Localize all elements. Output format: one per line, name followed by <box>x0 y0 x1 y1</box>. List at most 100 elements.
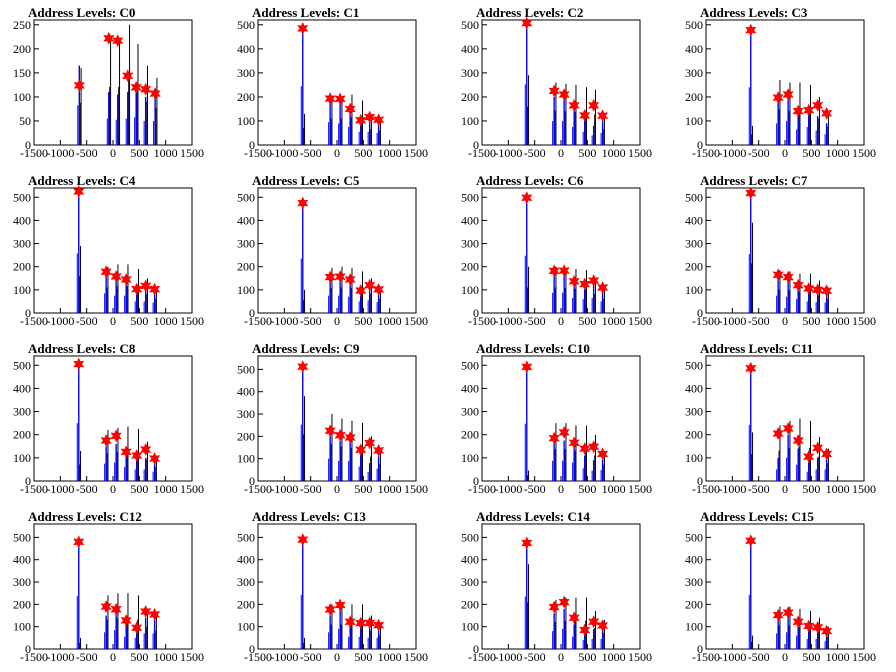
x-tick-label: 1500 <box>180 650 204 664</box>
x-tick-label: 500 <box>578 146 596 160</box>
peak-marker <box>363 110 376 124</box>
x-tick-label: 1500 <box>180 146 204 160</box>
y-tick-label: 0 <box>473 138 479 152</box>
y-tick-label: 200 <box>237 90 255 104</box>
peak-marker <box>568 611 580 625</box>
chart-title: Address Levels: C3 <box>700 5 808 20</box>
x-tick-label: -1000 <box>270 482 298 496</box>
x-tick-label: -1000 <box>46 482 74 496</box>
y-tick-label: 500 <box>237 362 255 376</box>
x-tick-label: 1500 <box>404 314 428 328</box>
plot-frame <box>257 19 417 146</box>
peak-marker <box>139 279 152 293</box>
peak-marker <box>112 34 124 48</box>
y-tick-label: 100 <box>685 283 703 297</box>
peak-marker <box>782 606 794 620</box>
x-tick-label: -1000 <box>494 650 522 664</box>
x-tick-label: -1500 <box>20 482 48 496</box>
peak-marker <box>148 282 161 296</box>
y-tick-label: 500 <box>461 530 479 544</box>
y-tick-label: 300 <box>461 237 479 251</box>
x-tick-label: 0 <box>558 650 564 664</box>
chart-svg: Address Levels: C11 0 100 200 300 400 500 -1500… <box>685 341 876 496</box>
y-tick-label: 100 <box>13 283 31 297</box>
x-tick-label: 500 <box>802 650 820 664</box>
y-tick-label: 500 <box>461 18 479 32</box>
y-tick-label: 200 <box>461 260 479 274</box>
y-tick-label: 200 <box>685 90 703 104</box>
x-tick-label: 0 <box>558 482 564 496</box>
x-tick-label: -500 <box>524 650 546 664</box>
y-tick-label: 300 <box>237 237 255 251</box>
peak-marker <box>344 430 356 445</box>
x-tick-label: -500 <box>76 146 98 160</box>
chart-title: Address Levels: C5 <box>252 173 360 188</box>
peak-marker <box>578 108 591 123</box>
peak-marker <box>587 440 600 454</box>
peak-marker <box>372 113 385 127</box>
chart-title: Address Levels: C4 <box>28 173 136 188</box>
peak-marker <box>568 98 580 112</box>
peak-marker <box>130 448 143 463</box>
peak-marker <box>73 535 85 549</box>
y-tick-label: 400 <box>461 553 479 567</box>
x-tick-label: -1500 <box>20 146 48 160</box>
peak-marker <box>745 361 757 375</box>
plot-frame <box>257 523 417 650</box>
peak-marker <box>73 184 85 199</box>
y-tick-label: 400 <box>461 42 479 56</box>
x-tick-label: -1500 <box>468 650 496 664</box>
y-tick-label: 100 <box>13 620 31 634</box>
chart-title: Address Levels: C7 <box>700 173 808 188</box>
x-tick-label: 0 <box>110 146 116 160</box>
peak-marker <box>354 283 367 298</box>
x-tick-label: 1500 <box>180 314 204 328</box>
peak-marker <box>792 104 804 118</box>
y-tick-label: 0 <box>473 474 479 488</box>
y-tick-label: 0 <box>473 306 479 320</box>
chart-title: Address Levels: C14 <box>476 509 590 524</box>
x-tick-label: -500 <box>76 482 98 496</box>
peak-marker <box>363 436 376 450</box>
peak-marker <box>548 84 560 98</box>
y-tick-label: 200 <box>13 260 31 274</box>
peak-marker <box>811 620 824 634</box>
peak-marker <box>130 282 143 296</box>
peak-marker <box>820 447 833 461</box>
x-tick-label: -500 <box>300 314 322 328</box>
x-tick-label: -1500 <box>692 314 720 328</box>
peak-marker <box>139 442 152 457</box>
x-tick-label: 500 <box>354 650 372 664</box>
chart-panel-4: Address Levels: C4 0 100 200 300 400 500 -1500-… <box>0 168 224 336</box>
plot-frame <box>33 355 193 482</box>
peak-marker <box>297 196 309 210</box>
peak-marker <box>372 618 385 632</box>
y-tick-label: 0 <box>697 138 703 152</box>
peak-marker <box>548 431 560 445</box>
peak-marker <box>354 113 367 127</box>
x-tick-label: -1500 <box>20 650 48 664</box>
y-tick-label: 0 <box>249 138 255 152</box>
y-tick-label: 500 <box>685 530 703 544</box>
peak-marker <box>100 599 112 614</box>
peak-marker <box>772 91 784 105</box>
x-tick-label: -1000 <box>46 650 74 664</box>
y-tick-label: 500 <box>237 190 255 204</box>
y-tick-label: 500 <box>461 358 479 372</box>
peak-marker <box>772 426 784 441</box>
y-tick-label: 100 <box>237 452 255 466</box>
chart-title: Address Levels: C13 <box>252 509 366 524</box>
x-tick-label: 1000 <box>602 650 626 664</box>
y-tick-label: 100 <box>237 283 255 297</box>
x-tick-label: -1500 <box>692 146 720 160</box>
peak-marker <box>344 272 356 287</box>
peak-marker <box>110 602 122 616</box>
plot-frame <box>705 523 865 650</box>
x-tick-label: -1500 <box>468 482 496 496</box>
peak-marker <box>103 31 115 45</box>
x-tick-label: -1000 <box>494 314 522 328</box>
peak-marker <box>334 270 346 284</box>
plot-frame <box>481 187 641 314</box>
chart-svg: Address Levels: C0 0 50 100 150 200 250 -1500-1… <box>13 5 204 160</box>
